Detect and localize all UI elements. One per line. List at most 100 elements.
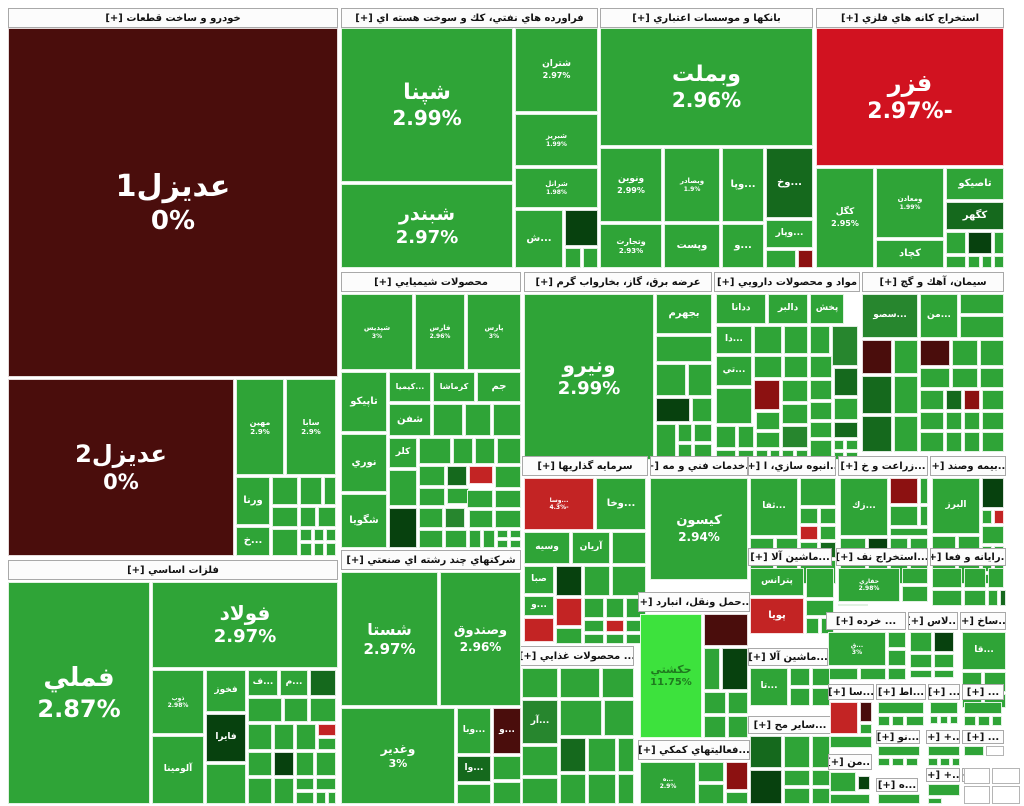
section-header-machinery1[interactable]: ...ماشين آلا [+]: [748, 548, 832, 566]
tile-cement-unlabeled[interactable]: [964, 412, 980, 430]
tile-construction-unlabeled[interactable]: [820, 508, 836, 524]
tile-pharma-unlabeled[interactable]: [810, 422, 832, 438]
section-header-tiny1[interactable]: ... [+]: [928, 684, 960, 700]
tile-nav-unlabeled[interactable]: [878, 758, 890, 766]
tile-construction-unlabeled[interactable]: [800, 526, 818, 540]
tile-metals-unlabeled[interactable]: [296, 724, 316, 750]
tile-tiny2-unlabeled[interactable]: [964, 702, 1002, 714]
tile-invest-وسيه[interactable]: وسيه: [524, 532, 570, 564]
section-header-banks[interactable]: بانكها و موسسات اعتباري [+]: [600, 8, 813, 28]
section-header-oil[interactable]: فراورده هاي نفتي، كك و سوخت هسته اي [+]: [341, 8, 598, 28]
tile-chem-unlabeled[interactable]: [495, 466, 521, 488]
tile-chem-unlabeled[interactable]: [497, 540, 508, 548]
tile-chem-unlabeled[interactable]: [495, 490, 521, 508]
tile-oil-شپنا[interactable]: شپنا 2.99%: [341, 28, 513, 182]
tile-banks-unlabeled[interactable]: [766, 250, 796, 268]
tile-man-unlabeled[interactable]: [830, 772, 856, 792]
tile-metals-unlabeled[interactable]: [296, 752, 314, 776]
tile-power-unlabeled[interactable]: [692, 398, 712, 422]
tile-auto-ورنا[interactable]: ورنا: [236, 477, 270, 525]
tile-auto-مهين[interactable]: مهين 2.9%: [236, 379, 284, 475]
tile-cement-unlabeled[interactable]: [920, 390, 944, 410]
tile-banks-وپست[interactable]: وپست: [664, 224, 720, 268]
tile-pharma-unlabeled[interactable]: [834, 368, 858, 396]
section-header-transport[interactable]: ...حمل ونقل، انبارد [+]: [638, 592, 750, 612]
tile-glass-unlabeled[interactable]: [934, 654, 954, 668]
tile-auto-عديزل1[interactable]: عديزل1 0%: [8, 28, 338, 377]
tile-oil-شتران[interactable]: شتران 2.97%: [515, 28, 598, 112]
tile-multi-...وا[interactable]: ...وا: [457, 756, 491, 782]
tile-pharma-پخش[interactable]: پخش: [810, 294, 844, 324]
tile-mining-unlabeled[interactable]: [946, 256, 966, 268]
tile-sa-unlabeled[interactable]: [830, 736, 872, 748]
tile-machinery1-unlabeled[interactable]: [806, 568, 834, 598]
tile-power-بجهرم[interactable]: بجهرم: [656, 294, 712, 334]
section-header-computer[interactable]: ...رايانه و فعا [+]: [930, 548, 1006, 566]
tile-invest-آريان[interactable]: آريان: [572, 532, 610, 564]
tile-otherprod-unlabeled[interactable]: [750, 770, 782, 804]
tile-tiny4-unlabeled[interactable]: [964, 746, 984, 756]
tile-pharma-unlabeled[interactable]: [784, 356, 808, 378]
tile-auto-...خ[interactable]: ...خ: [236, 527, 270, 556]
section-header-tiny4[interactable]: ... [+]: [962, 730, 1004, 744]
tile-auto-عديزل2[interactable]: عديزل2 0%: [8, 379, 234, 556]
section-header-agri[interactable]: ...زراعت و خ [+]: [838, 456, 928, 476]
tile-cement-unlabeled[interactable]: [862, 340, 892, 374]
tile-metals-فملي[interactable]: فملي 2.87%: [8, 582, 150, 804]
tile-auto-unlabeled[interactable]: [272, 507, 298, 527]
tile-tiny2-unlabeled[interactable]: [964, 716, 976, 726]
tile-oilext-unlabeled[interactable]: [902, 586, 928, 602]
tile-food-unlabeled[interactable]: [618, 774, 634, 804]
tile-pharma-unlabeled[interactable]: [810, 402, 832, 420]
tile-tiny2-unlabeled[interactable]: [992, 716, 1002, 726]
tile-chem-unlabeled[interactable]: [475, 438, 495, 464]
tile-pharma-unlabeled[interactable]: [810, 380, 832, 400]
tile-tiny6-unlabeled[interactable]: [964, 786, 990, 804]
tile-mining-unlabeled[interactable]: [968, 256, 980, 268]
tile-sa-unlabeled[interactable]: [830, 702, 858, 734]
tile-banks-...وپا[interactable]: ...وپا: [722, 148, 764, 222]
tile-cement-unlabeled[interactable]: [982, 412, 1004, 430]
tile-transport-unlabeled[interactable]: [704, 716, 726, 738]
tile-food-unlabeled[interactable]: [602, 668, 634, 698]
tile-cement-unlabeled[interactable]: [920, 368, 950, 388]
tile-pharma-unlabeled[interactable]: [782, 404, 808, 424]
tile-auto-unlabeled[interactable]: [300, 529, 312, 541]
tile-tiny1-unlabeled[interactable]: [950, 716, 958, 724]
tile-pharma-unlabeled[interactable]: [782, 426, 808, 448]
tile-pharma-unlabeled[interactable]: [754, 326, 782, 354]
tile-banks-وبصادر[interactable]: وبصادر 1.9%: [664, 148, 720, 222]
tile-invest-unlabeled[interactable]: [584, 634, 604, 644]
tile-nav-unlabeled[interactable]: [878, 746, 920, 756]
tile-tiny2-unlabeled[interactable]: [978, 716, 990, 726]
section-header-man[interactable]: ...من [+]: [828, 754, 872, 770]
tile-auto-unlabeled[interactable]: [272, 477, 298, 505]
tile-otherprod-unlabeled[interactable]: [812, 736, 830, 768]
tile-agri-unlabeled[interactable]: [920, 478, 928, 504]
tile-metals-...م[interactable]: ...م: [280, 670, 308, 696]
tile-auto-unlabeled[interactable]: [326, 529, 336, 541]
tile-oil-...ش[interactable]: ...ش: [515, 210, 563, 268]
tile-otherprod-unlabeled[interactable]: [812, 770, 830, 786]
tile-agri-unlabeled[interactable]: [890, 478, 918, 504]
tile-ett-unlabeled[interactable]: [878, 716, 890, 726]
tile-transport-unlabeled[interactable]: [704, 614, 748, 646]
tile-food-unlabeled[interactable]: [522, 746, 558, 776]
tile-pharma-unlabeled[interactable]: [784, 326, 808, 354]
tile-pharma-unlabeled[interactable]: [754, 356, 782, 378]
tile-construction-...ثفا[interactable]: ...ثفا: [750, 478, 798, 536]
tile-computer-unlabeled[interactable]: [964, 590, 986, 606]
tile-metals-فولاد[interactable]: فولاد 2.97%: [152, 582, 338, 668]
tile-heh-unlabeled[interactable]: [878, 794, 920, 804]
tile-tiny3-unlabeled[interactable]: [928, 758, 938, 766]
tile-tiny6-unlabeled[interactable]: [964, 768, 990, 784]
tile-retail-unlabeled[interactable]: [888, 650, 906, 666]
tile-mining-unlabeled[interactable]: [946, 232, 966, 254]
tile-chem-...كيميا[interactable]: ...كيميا: [389, 372, 431, 402]
tile-metals-unlabeled[interactable]: [318, 738, 336, 750]
section-header-nav[interactable]: ...نو [+]: [876, 730, 920, 744]
tile-chem-unlabeled[interactable]: [445, 508, 465, 528]
tile-banks-unlabeled[interactable]: [798, 250, 813, 268]
tile-chem-شفن[interactable]: شفن: [389, 404, 431, 436]
tile-metals-unlabeled[interactable]: [274, 724, 294, 750]
